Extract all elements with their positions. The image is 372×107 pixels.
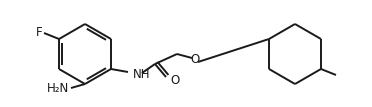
Text: NH: NH: [133, 68, 151, 80]
Text: O: O: [170, 74, 179, 86]
Text: O: O: [190, 53, 200, 65]
Text: H₂N: H₂N: [47, 82, 69, 96]
Text: F: F: [35, 25, 42, 39]
